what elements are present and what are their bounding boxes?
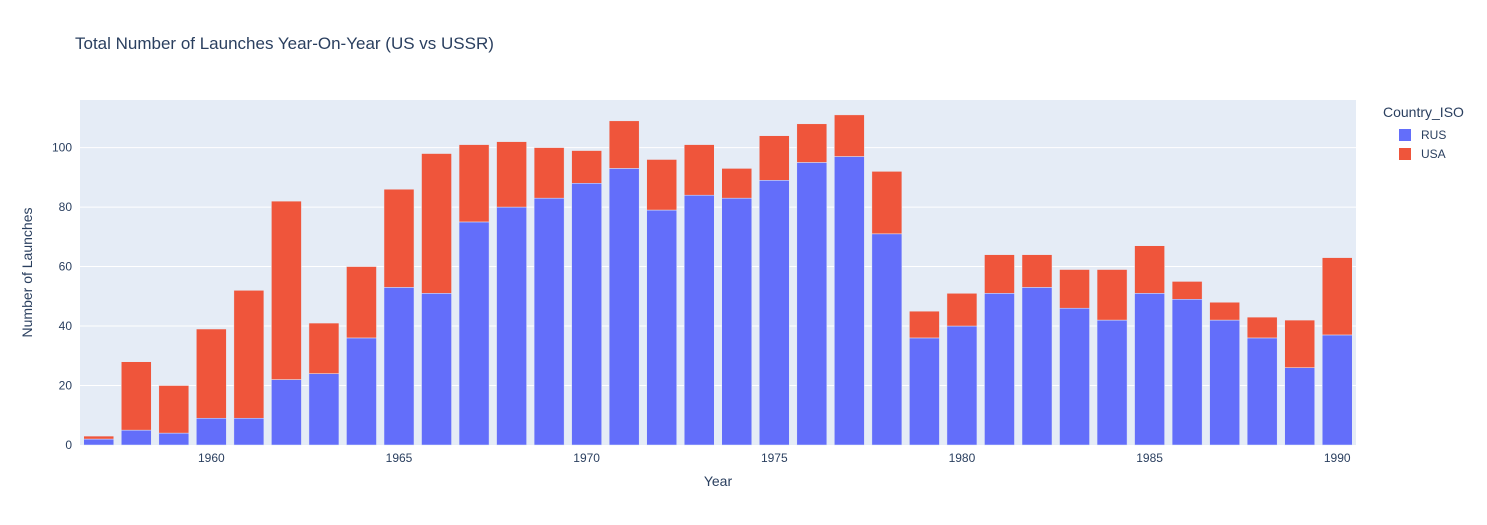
x-tick-label: 1970 <box>573 451 600 465</box>
bar-usa-1974 <box>721 168 753 199</box>
y-tick-label: 0 <box>65 438 72 452</box>
bar-rus-1960 <box>196 417 227 446</box>
bar-usa-1987 <box>1209 301 1240 321</box>
bar-rus-1964 <box>346 337 377 446</box>
bar-rus-1976 <box>796 162 828 446</box>
bar-rus-1961 <box>233 417 265 446</box>
bar-usa-1973 <box>683 144 715 196</box>
bar-rus-1986 <box>1171 299 1203 446</box>
bar-rus-1981 <box>984 293 1015 446</box>
bar-usa-1957 <box>83 435 115 440</box>
y-axis-title: Number of Launches <box>19 208 35 338</box>
bar-usa-1976 <box>796 123 828 163</box>
bar-rus-1988 <box>1246 337 1278 446</box>
legend-label-usa: USA <box>1421 146 1446 161</box>
x-axis-title: Year <box>704 473 733 489</box>
bar-usa-1988 <box>1246 316 1278 339</box>
y-tick-label: 80 <box>59 200 73 214</box>
bar-usa-1977 <box>834 114 865 157</box>
bar-rus-1957 <box>83 438 115 446</box>
bar-rus-1985 <box>1134 293 1165 446</box>
bar-usa-1985 <box>1134 245 1165 294</box>
bar-usa-1975 <box>759 135 790 181</box>
bar-usa-1971 <box>608 120 640 169</box>
bar-usa-1980 <box>946 293 978 327</box>
bar-usa-1972 <box>646 159 677 211</box>
legend-label-rus: RUS <box>1421 127 1447 142</box>
bar-rus-1990 <box>1321 334 1353 446</box>
bar-usa-1983 <box>1059 269 1090 309</box>
bar-usa-1961 <box>233 290 265 419</box>
x-tick-label: 1960 <box>198 451 225 465</box>
bar-rus-1973 <box>683 194 715 446</box>
bar-rus-1959 <box>158 432 190 446</box>
bar-usa-1984 <box>1096 269 1128 321</box>
bar-rus-1963 <box>308 373 340 446</box>
bar-rus-1966 <box>421 293 452 446</box>
bar-rus-1983 <box>1059 307 1090 446</box>
bar-rus-1989 <box>1284 367 1315 446</box>
bar-usa-1978 <box>871 171 903 235</box>
legend-title: Country_ISO <box>1383 104 1464 120</box>
bar-rus-1967 <box>458 221 490 446</box>
bar-usa-1981 <box>984 254 1015 294</box>
bar-usa-1989 <box>1284 319 1315 368</box>
legend-item-usa[interactable]: USA <box>1383 144 1464 163</box>
x-tick-label: 1965 <box>386 451 413 465</box>
bar-rus-1979 <box>909 337 940 446</box>
bar-usa-1982 <box>1021 254 1053 288</box>
bar-rus-1972 <box>646 209 677 446</box>
x-tick-label: 1985 <box>1136 451 1163 465</box>
legend-item-rus[interactable]: RUS <box>1383 125 1464 144</box>
x-tick-label: 1990 <box>1324 451 1351 465</box>
bar-rus-1971 <box>608 168 640 446</box>
bar-usa-1990 <box>1321 257 1353 336</box>
bar-usa-1962 <box>271 200 302 380</box>
bar-rus-1987 <box>1209 319 1240 446</box>
bar-usa-1986 <box>1171 281 1203 300</box>
bar-usa-1979 <box>909 310 940 339</box>
bar-rus-1965 <box>383 287 415 446</box>
bar-usa-1967 <box>458 144 490 223</box>
bar-rus-1962 <box>271 379 302 446</box>
x-tick-label: 1980 <box>949 451 976 465</box>
bar-rus-1984 <box>1096 319 1128 446</box>
bar-usa-1968 <box>496 141 527 208</box>
bar-rus-1970 <box>571 183 602 446</box>
bar-rus-1978 <box>871 233 903 446</box>
y-tick-label: 60 <box>59 260 73 274</box>
x-tick-label: 1975 <box>761 451 788 465</box>
bar-rus-1968 <box>496 206 527 446</box>
bar-rus-1982 <box>1021 287 1053 446</box>
bar-rus-1975 <box>759 180 790 446</box>
bar-rus-1958 <box>121 429 152 446</box>
bar-rus-1977 <box>834 156 865 446</box>
legend-swatch-usa <box>1399 147 1411 160</box>
bar-usa-1970 <box>571 150 602 184</box>
bar-usa-1964 <box>346 266 377 339</box>
bar-usa-1958 <box>121 361 152 431</box>
y-tick-label: 40 <box>59 319 73 333</box>
bar-usa-1969 <box>533 147 565 199</box>
legend: Country_ISO RUS USA <box>1383 104 1464 163</box>
bar-usa-1963 <box>308 322 340 374</box>
bar-rus-1974 <box>721 197 753 446</box>
legend-swatch-rus <box>1399 128 1411 141</box>
bar-usa-1959 <box>158 385 190 434</box>
y-tick-label: 20 <box>59 379 73 393</box>
bar-rus-1980 <box>946 325 978 446</box>
bar-rus-1969 <box>533 197 565 446</box>
bar-usa-1960 <box>196 328 227 419</box>
bar-usa-1965 <box>383 188 415 288</box>
bar-usa-1966 <box>421 153 452 294</box>
chart-title: Total Number of Launches Year-On-Year (U… <box>75 34 494 53</box>
y-tick-label: 100 <box>52 141 72 155</box>
